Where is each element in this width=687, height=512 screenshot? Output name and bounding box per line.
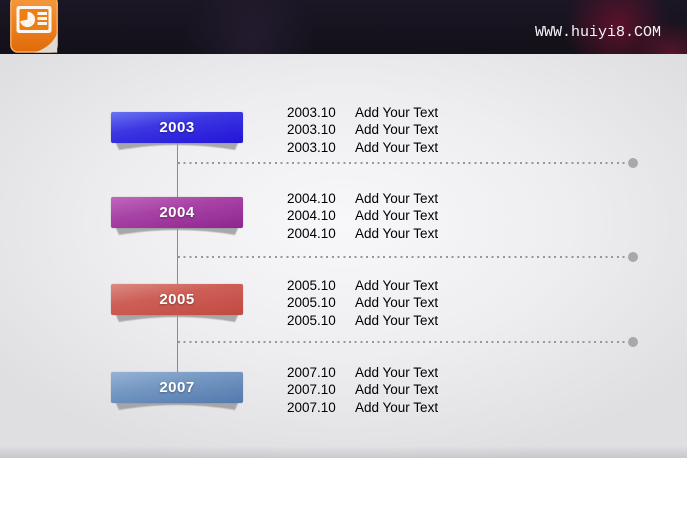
timeline-entry: 2007.10 Add Your Text <box>287 381 438 398</box>
timeline-entry: 2005.10 Add Your Text <box>287 277 438 294</box>
banner-shadow-ribbon <box>115 313 239 322</box>
entry-text: Add Your Text <box>355 399 439 415</box>
entry-text: Add Your Text <box>355 225 439 241</box>
entry-text: Add Your Text <box>355 278 439 293</box>
entry-date: 2003.10 <box>287 139 336 155</box>
site-watermark: WWW.huiyi8.COM <box>534 24 661 41</box>
entry-date: 2003.10 <box>287 122 336 138</box>
entry-text: Add Your Text <box>355 139 439 155</box>
powerpoint-icon <box>10 0 58 53</box>
year-banner: 2005 <box>111 284 243 315</box>
entry-list: 2007.10 Add Your Text 2007.10 Add Your Tex… <box>287 364 438 416</box>
year-banner: 2007 <box>111 372 243 403</box>
entry-text: Add Your Text <box>355 191 439 206</box>
entry-date: 2005.10 <box>287 278 336 293</box>
entry-list: 2003.10 Add Your Text 2003.10 Add Your Tex… <box>287 104 438 156</box>
entry-date: 2007.10 <box>287 365 336 380</box>
year-label: 2005 <box>159 291 195 308</box>
banner-shadow-ribbon <box>115 226 239 235</box>
entry-text: Add Your Text <box>355 295 439 311</box>
powerpoint-icon-graphic <box>10 0 58 53</box>
timeline-entry: 2004.10 Add Your Text <box>287 225 438 242</box>
header-bar: WWW.huiyi8.COM <box>0 0 687 54</box>
timeline-entry: 2003.10 Add Your Text <box>287 104 438 121</box>
timeline-entry: 2004.10 Add Your Text <box>287 190 438 207</box>
entry-list: 2004.10 Add Your Text 2004.10 Add Your Tex… <box>287 190 438 242</box>
year-banner: 2003 <box>111 112 243 143</box>
banner-shadow-ribbon <box>115 141 239 150</box>
timeline-connector-line <box>177 143 178 372</box>
entry-text: Add Your Text <box>355 105 439 120</box>
year-label: 2003 <box>159 119 195 136</box>
entry-text: Add Your Text <box>355 312 439 328</box>
timeline-entry: 2003.10 Add Your Text <box>287 121 438 138</box>
entry-date: 2004.10 <box>287 225 336 241</box>
timeline-entry: 2003.10 Add Your Text <box>287 139 438 156</box>
timeline-entry: 2007.10 Add Your Text <box>287 364 438 381</box>
dotted-divider <box>178 337 638 347</box>
entry-date: 2004.10 <box>287 208 336 224</box>
entry-date: 2005.10 <box>287 312 336 328</box>
footer-bar <box>0 458 687 512</box>
entry-date: 2007.10 <box>287 382 336 398</box>
entry-list: 2005.10 Add Your Text 2005.10 Add Your Tex… <box>287 277 438 329</box>
entry-date: 2004.10 <box>287 191 336 206</box>
entry-date: 2003.10 <box>287 105 336 120</box>
dotted-divider <box>178 158 638 168</box>
banner-shadow-ribbon <box>115 401 239 410</box>
entry-text: Add Your Text <box>355 208 439 224</box>
timeline-entry: 2005.10 Add Your Text <box>287 312 438 329</box>
timeline-entry: 2004.10 Add Your Text <box>287 207 438 224</box>
year-label: 2007 <box>159 379 195 396</box>
timeline-entry: 2005.10 Add Your Text <box>287 294 438 311</box>
timeline-entry: 2007.10 Add Your Text <box>287 399 438 416</box>
entry-date: 2005.10 <box>287 295 336 311</box>
year-label: 2004 <box>159 204 195 221</box>
entry-text: Add Your Text <box>355 382 439 398</box>
entry-date: 2007.10 <box>287 399 336 415</box>
entry-text: Add Your Text <box>355 122 439 138</box>
entry-text: Add Your Text <box>355 365 439 380</box>
year-banner: 2004 <box>111 197 243 228</box>
dotted-divider <box>178 252 638 262</box>
